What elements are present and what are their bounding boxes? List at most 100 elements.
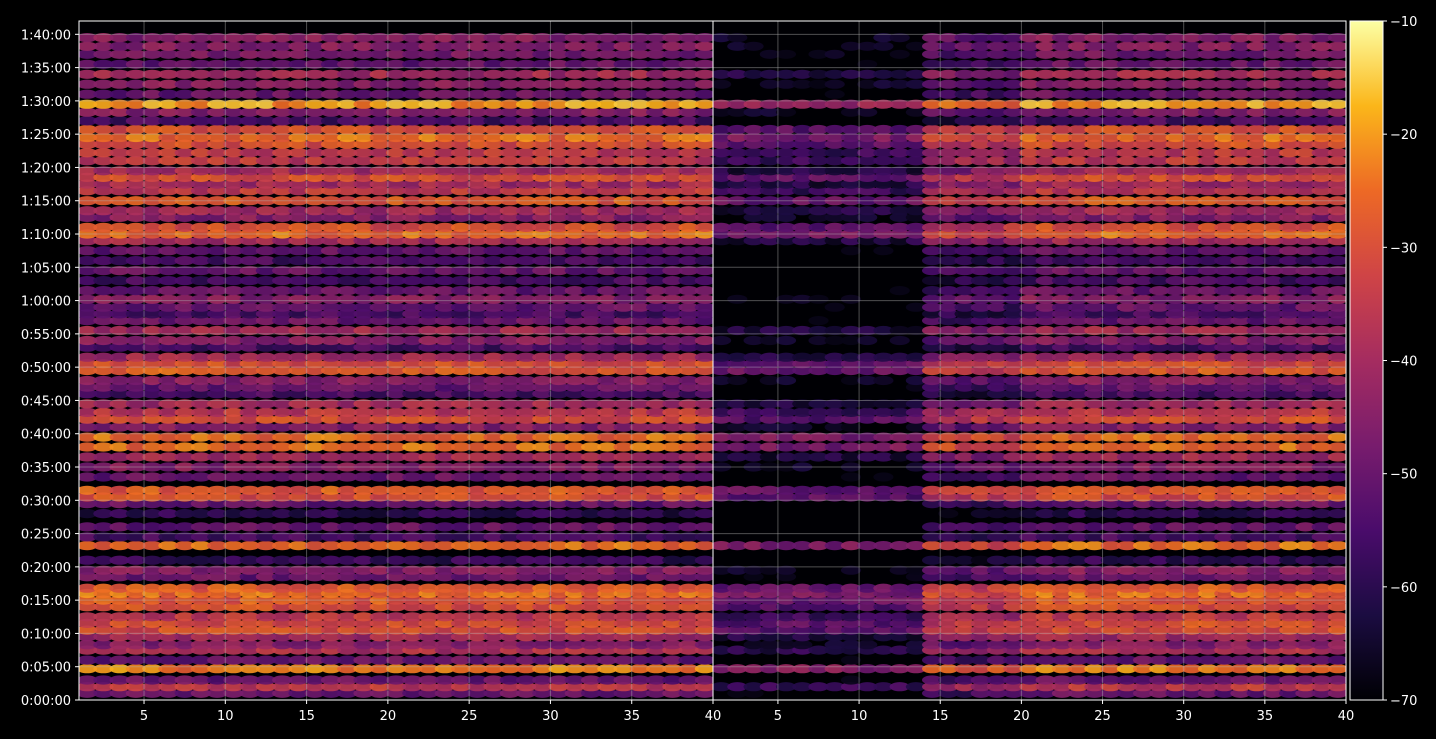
heatmap-cell bbox=[304, 675, 325, 685]
heatmap-cell bbox=[79, 664, 98, 674]
heatmap-cell bbox=[922, 422, 943, 432]
heatmap-cell bbox=[954, 246, 975, 256]
heatmap-cell bbox=[1084, 236, 1105, 246]
heatmap-cell bbox=[239, 116, 260, 126]
heatmap-cell bbox=[1165, 522, 1186, 532]
heatmap-cell bbox=[467, 196, 488, 206]
heatmap-cell bbox=[483, 399, 504, 409]
heatmap-cell bbox=[938, 342, 959, 352]
heatmap-cell bbox=[713, 682, 732, 692]
heatmap-cell bbox=[450, 532, 472, 542]
heatmap-cell bbox=[142, 508, 163, 519]
heatmap-cell bbox=[385, 335, 407, 346]
heatmap-cell bbox=[239, 286, 260, 296]
heatmap-cell bbox=[581, 124, 602, 135]
heatmap-cell bbox=[954, 359, 975, 369]
heatmap-cell bbox=[1165, 664, 1186, 674]
heatmap-cell bbox=[775, 229, 797, 239]
heatmap-cell bbox=[646, 508, 667, 519]
heatmap-cell bbox=[597, 342, 618, 352]
heatmap-cell bbox=[1230, 618, 1251, 629]
heatmap-cell bbox=[629, 522, 650, 532]
heatmap-cell bbox=[1230, 294, 1251, 304]
heatmap-cell bbox=[516, 452, 537, 462]
heatmap-cell bbox=[450, 89, 472, 99]
heatmap-cell bbox=[402, 139, 423, 149]
heatmap-cell bbox=[1019, 432, 1040, 442]
heatmap-cell bbox=[1149, 276, 1170, 286]
heatmap-cell bbox=[1051, 422, 1073, 432]
heatmap-cell bbox=[1068, 399, 1089, 409]
heatmap-cell bbox=[1311, 532, 1332, 542]
heatmap-cell bbox=[597, 33, 618, 43]
heatmap-cell bbox=[93, 365, 114, 376]
heatmap-cell bbox=[109, 156, 130, 166]
heatmap-cell bbox=[1100, 335, 1121, 346]
heatmap-cell bbox=[581, 359, 602, 369]
heatmap-cell bbox=[548, 89, 569, 99]
heatmap-cell bbox=[158, 522, 179, 532]
heatmap-cell bbox=[207, 442, 228, 452]
heatmap-cell bbox=[1181, 632, 1202, 642]
heatmap-cell bbox=[678, 89, 699, 99]
heatmap-cell bbox=[1116, 382, 1137, 392]
heatmap-cell bbox=[304, 414, 325, 424]
heatmap-cell bbox=[548, 399, 569, 409]
heatmap-cell bbox=[775, 485, 797, 495]
heatmap-cell bbox=[125, 432, 146, 442]
heatmap-cell bbox=[986, 632, 1008, 642]
heatmap-cell bbox=[678, 172, 699, 182]
heatmap-cell bbox=[970, 442, 991, 452]
heatmap-cell bbox=[775, 625, 797, 635]
heatmap-cell bbox=[499, 256, 520, 266]
heatmap-cell bbox=[678, 206, 699, 216]
heatmap-cell bbox=[385, 555, 407, 565]
heatmap-cell bbox=[158, 294, 179, 304]
heatmap-cell bbox=[840, 359, 862, 369]
heatmap-cell bbox=[239, 422, 260, 432]
heatmap-cell bbox=[223, 294, 244, 304]
heatmap-cell bbox=[1035, 682, 1056, 692]
heatmap-cell bbox=[629, 302, 650, 312]
heatmap-cell bbox=[190, 462, 211, 472]
heatmap-cell bbox=[1295, 222, 1316, 232]
heatmap-cell bbox=[1230, 499, 1251, 509]
heatmap-cell bbox=[158, 618, 179, 629]
heatmap-cell bbox=[385, 286, 407, 296]
heatmap-cell bbox=[516, 462, 537, 472]
heatmap-cell bbox=[434, 256, 455, 266]
heatmap-cell bbox=[125, 352, 146, 362]
heatmap-cell bbox=[1262, 664, 1284, 674]
heatmap-cell bbox=[142, 602, 163, 612]
heatmap-cell bbox=[1116, 186, 1137, 196]
heatmap-cell bbox=[483, 256, 504, 266]
heatmap-cell bbox=[1100, 655, 1121, 665]
heatmap-cell bbox=[320, 286, 342, 296]
heatmap-cell bbox=[93, 492, 114, 502]
heatmap-cell bbox=[646, 407, 667, 417]
heatmap-cell bbox=[125, 375, 146, 386]
heatmap-cell bbox=[158, 359, 179, 369]
heatmap-cell bbox=[1003, 485, 1024, 495]
heatmap-cell bbox=[1068, 655, 1089, 665]
heatmap-cell bbox=[564, 132, 585, 143]
heatmap-cell bbox=[532, 565, 553, 575]
heatmap-cell bbox=[434, 294, 455, 304]
heatmap-cell bbox=[1165, 294, 1186, 304]
heatmap-cell bbox=[158, 422, 179, 432]
heatmap-cell bbox=[516, 612, 537, 622]
heatmap-cell bbox=[1068, 508, 1089, 519]
heatmap-cell bbox=[483, 33, 504, 43]
heatmap-cell bbox=[678, 618, 699, 629]
heatmap-cell bbox=[1181, 382, 1202, 392]
heatmap-cell bbox=[467, 414, 488, 424]
heatmap-cell bbox=[516, 79, 537, 89]
heatmap-cell bbox=[79, 256, 98, 266]
heatmap-cell bbox=[1311, 422, 1332, 432]
heatmap-cell bbox=[499, 688, 520, 698]
heatmap-cell bbox=[385, 212, 407, 222]
heatmap-cell bbox=[158, 389, 179, 399]
heatmap-cell bbox=[857, 365, 878, 376]
heatmap-cell bbox=[1181, 246, 1202, 256]
heatmap-cell bbox=[986, 688, 1008, 698]
